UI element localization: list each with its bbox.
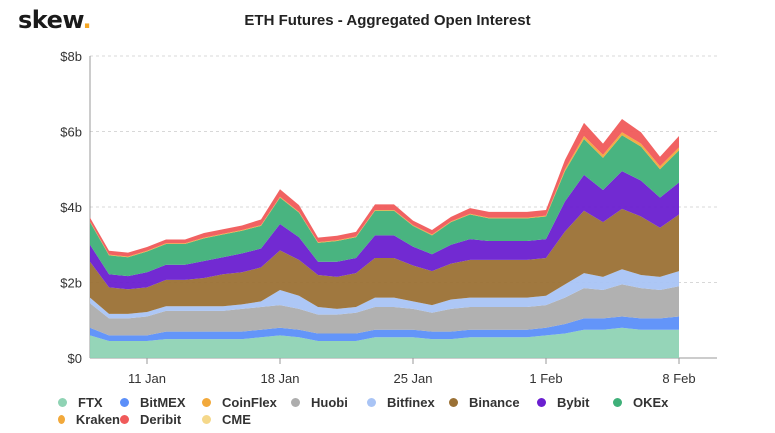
y-tick-label-2: $4b bbox=[60, 200, 82, 215]
legend-item-bitmex[interactable]: BitMEX bbox=[120, 395, 202, 410]
legend-swatch bbox=[291, 398, 300, 407]
legend-label: Huobi bbox=[311, 395, 348, 410]
legend-swatch bbox=[613, 398, 622, 407]
legend-label: Bitfinex bbox=[387, 395, 435, 410]
series-area-okex bbox=[90, 135, 679, 277]
legend-swatch bbox=[367, 398, 376, 407]
legend-swatch bbox=[120, 415, 129, 424]
chart-title: ETH Futures - Aggregated Open Interest bbox=[244, 12, 531, 29]
chart-legend: FTX BitMEX CoinFlex Huobi Bitfinex Binance Byb… bbox=[58, 394, 758, 428]
x-tick-label-4: 8 Feb bbox=[662, 371, 695, 386]
legend-item-cme[interactable]: CME bbox=[202, 412, 291, 427]
legend-label: CME bbox=[222, 412, 251, 427]
legend-item-bybit[interactable]: Bybit bbox=[537, 395, 613, 410]
x-tick-label-0: 11 Jan bbox=[128, 371, 166, 386]
legend-swatch bbox=[537, 398, 546, 407]
legend-swatch bbox=[58, 415, 65, 424]
legend-swatch bbox=[202, 398, 211, 407]
legend-row: Kraken Deribit CME bbox=[58, 411, 758, 428]
y-tick-label-3: $6b bbox=[60, 125, 82, 140]
legend-label: Deribit bbox=[140, 412, 182, 427]
series-area-bitmex bbox=[90, 316, 679, 342]
skew-logo: skew. bbox=[18, 6, 92, 34]
y-tick-label-1: $2b bbox=[60, 276, 82, 291]
x-tick-label-2: 25 Jan bbox=[393, 371, 432, 386]
series-area-bitfinex bbox=[90, 269, 679, 319]
legend-item-coinflex[interactable]: CoinFlex bbox=[202, 395, 291, 410]
legend-swatch bbox=[449, 398, 458, 407]
legend-item-binance[interactable]: Binance bbox=[449, 395, 537, 410]
series-area-bybit bbox=[90, 171, 679, 290]
x-tick-label-3: 1 Feb bbox=[529, 371, 562, 386]
legend-item-deribit[interactable]: Deribit bbox=[120, 412, 202, 427]
y-tick-label-4: $8b bbox=[60, 49, 82, 64]
series-area-ftx bbox=[90, 327, 679, 358]
x-tick-label-1: 18 Jan bbox=[260, 371, 299, 386]
series-area-huobi bbox=[90, 284, 679, 336]
legend-item-bitfinex[interactable]: Bitfinex bbox=[367, 395, 449, 410]
series-area-deribit bbox=[90, 119, 679, 257]
legend-label: Bybit bbox=[557, 395, 590, 410]
legend-row: FTX BitMEX CoinFlex Huobi Bitfinex Binance Byb… bbox=[58, 394, 758, 411]
legend-label: Kraken bbox=[75, 412, 120, 427]
series-area-binance bbox=[90, 208, 679, 314]
legend-label: BitMEX bbox=[140, 395, 186, 410]
y-tick-label-0: $0 bbox=[68, 351, 82, 366]
legend-label: CoinFlex bbox=[222, 395, 277, 410]
legend-swatch bbox=[202, 415, 211, 424]
legend-item-huobi[interactable]: Huobi bbox=[291, 395, 367, 410]
logo-dot: . bbox=[82, 6, 92, 34]
legend-swatch bbox=[58, 398, 67, 407]
legend-item-kraken[interactable]: Kraken bbox=[58, 412, 120, 427]
open-interest-chart: $0 $2b $4b $6b $8b 11 Jan 18 Jan 25 Jan 1 Feb 8 F… bbox=[60, 49, 717, 386]
legend-item-okex[interactable]: OKEx bbox=[613, 395, 673, 410]
logo-text: skew bbox=[18, 6, 83, 34]
legend-label: FTX bbox=[78, 395, 103, 410]
legend-label: OKEx bbox=[633, 395, 669, 410]
legend-label: Binance bbox=[469, 395, 520, 410]
legend-item-ftx[interactable]: FTX bbox=[58, 395, 120, 410]
legend-swatch bbox=[120, 398, 129, 407]
